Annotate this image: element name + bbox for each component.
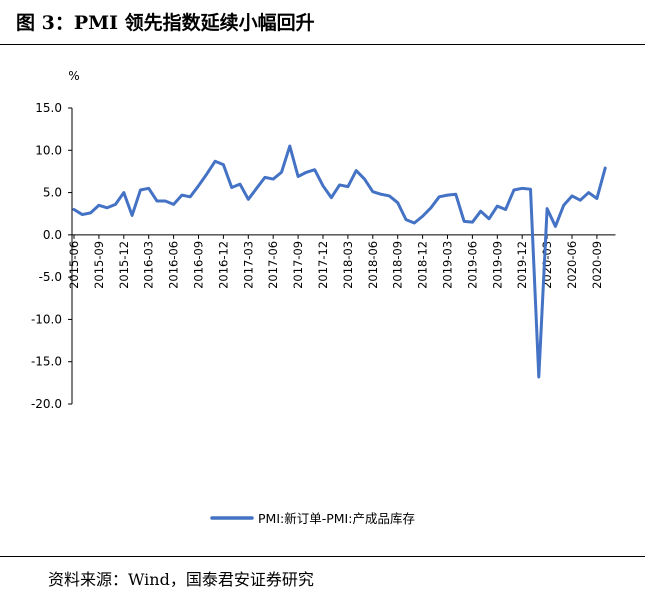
title-rule xyxy=(0,44,645,45)
x-tick-label: 2018-12 xyxy=(416,241,430,289)
y-tick-label: -5.0 xyxy=(39,270,62,284)
x-tick-label: 2017-03 xyxy=(241,241,255,289)
x-tick-label: 2016-09 xyxy=(192,241,206,289)
figure-title: 图 3：PMI 领先指数延续小幅回升 xyxy=(16,12,315,34)
x-tick-label: 2018-06 xyxy=(366,241,380,289)
y-tick-label: 5.0 xyxy=(43,186,62,200)
x-tick-label: 2017-09 xyxy=(291,241,305,289)
x-tick-label: 2018-09 xyxy=(391,241,405,289)
x-tick-label: 2015-06 xyxy=(67,241,81,289)
y-tick-label: -15.0 xyxy=(31,355,62,369)
x-tick-label: 2019-09 xyxy=(490,241,504,289)
legend-label: PMI:新订单-PMI:产成品库存 xyxy=(258,511,415,526)
x-tick-label: 2017-12 xyxy=(316,241,330,289)
y-tick-label: -10.0 xyxy=(31,312,62,326)
x-tick-label: 2017-06 xyxy=(266,241,280,289)
x-tick-label: 2016-06 xyxy=(167,241,181,289)
y-tick-label: -20.0 xyxy=(31,397,62,411)
x-tick-label: 2019-12 xyxy=(515,241,529,289)
x-tick-label: 2015-12 xyxy=(117,241,131,289)
x-tick-label: 2015-09 xyxy=(92,241,106,289)
line-chart: 15.0 10.0 5.0 0.0 -5.0 -10.0 -15.0 -20.0% 2015-0… xyxy=(31,69,616,526)
y-axis-unit: % xyxy=(68,69,79,83)
y-tick-label: 10.0 xyxy=(35,143,62,157)
x-tick-label: 2016-03 xyxy=(142,241,156,289)
source-rule xyxy=(0,556,645,557)
x-tick-label: 2020-06 xyxy=(565,241,579,289)
x-tick-label: 2016-12 xyxy=(216,241,230,289)
x-tick-label: 2020-09 xyxy=(590,241,604,289)
y-tick-label: 0.0 xyxy=(43,228,62,242)
y-tick-label: 15.0 xyxy=(35,101,62,115)
x-tick-label: 2019-06 xyxy=(465,241,479,289)
series-line xyxy=(72,144,607,379)
x-tick-label: 2019-03 xyxy=(441,241,455,289)
source-note: 资料来源：Wind，国泰君安证券研究 xyxy=(48,570,314,589)
x-tick-label: 2018-03 xyxy=(341,241,355,289)
